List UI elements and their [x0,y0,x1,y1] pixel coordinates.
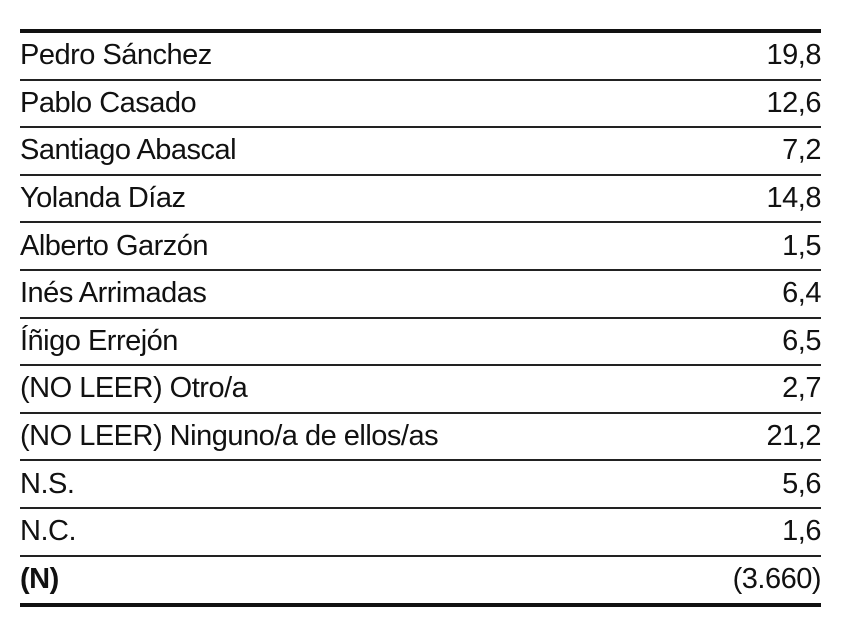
total-value: (3.660) [621,554,822,607]
row-label: N.S. [20,460,621,509]
row-value: 19,8 [621,31,822,81]
row-label: Santiago Abascal [20,127,621,176]
row-value: 1,5 [621,222,822,271]
table-row: (NO LEER) Ninguno/a de ellos/as 21,2 [20,412,822,462]
table-row: Pablo Casado 12,6 [20,79,822,129]
row-label: (NO LEER) Ninguno/a de ellos/as [20,412,621,462]
row-value: 5,6 [621,460,822,509]
row-value: 21,2 [621,412,822,462]
table-row: Pedro Sánchez 19,8 [20,31,822,81]
row-label: Íñigo Errejón [20,317,621,367]
results-table-container: Pedro Sánchez 19,8 Pablo Casado 12,6 San… [20,29,822,607]
row-label: Pablo Casado [20,79,621,129]
row-label: Pedro Sánchez [20,31,621,81]
row-value: 2,7 [621,365,822,414]
table-row: Alberto Garzón 1,5 [20,222,822,271]
table-row: Yolanda Díaz 14,8 [20,174,822,224]
total-label: (N) [20,554,621,607]
row-value: 6,4 [621,269,822,319]
table-row: Íñigo Errejón 6,5 [20,317,822,367]
row-value: 6,5 [621,317,822,367]
row-label: N.C. [20,507,621,557]
row-value: 7,2 [621,127,822,176]
total-row: (N) (3.660) [20,554,822,607]
table-row: N.C. 1,6 [20,507,822,557]
row-label: Yolanda Díaz [20,174,621,224]
row-value: 14,8 [621,174,822,224]
row-label: (NO LEER) Otro/a [20,365,621,414]
row-value: 1,6 [621,507,822,557]
row-value: 12,6 [621,79,822,129]
table-row: N.S. 5,6 [20,460,822,509]
row-label: Inés Arrimadas [20,269,621,319]
table-row: Inés Arrimadas 6,4 [20,269,822,319]
table-row: (NO LEER) Otro/a 2,7 [20,365,822,414]
row-label: Alberto Garzón [20,222,621,271]
results-table: Pedro Sánchez 19,8 Pablo Casado 12,6 San… [20,29,822,607]
table-row: Santiago Abascal 7,2 [20,127,822,176]
